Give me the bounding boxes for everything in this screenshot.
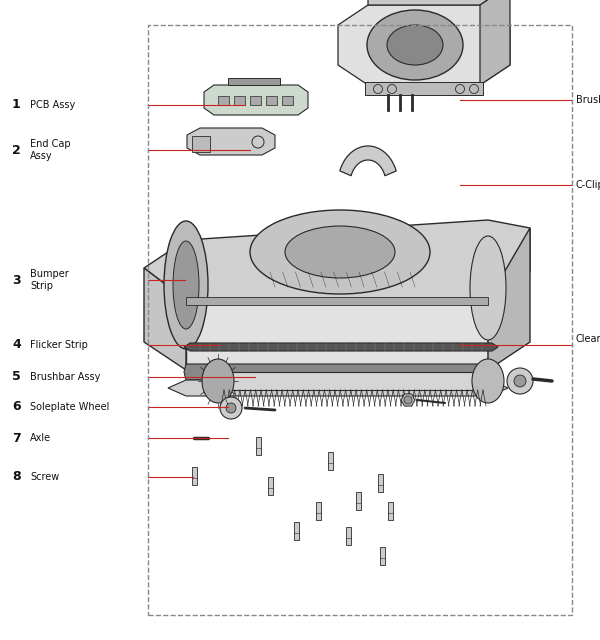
- Text: Flicker Strip: Flicker Strip: [30, 340, 88, 350]
- Ellipse shape: [202, 359, 234, 403]
- Ellipse shape: [285, 226, 395, 278]
- Text: 1: 1: [12, 99, 21, 111]
- Polygon shape: [480, 0, 510, 85]
- Bar: [377, 474, 383, 492]
- Bar: [388, 502, 392, 520]
- Bar: [328, 452, 332, 470]
- Text: Soleplate Wheel: Soleplate Wheel: [30, 402, 109, 412]
- Polygon shape: [338, 5, 510, 85]
- Bar: [266, 96, 277, 105]
- Circle shape: [220, 397, 242, 419]
- Text: Screw: Screw: [30, 472, 59, 482]
- Bar: [268, 477, 272, 495]
- Bar: [191, 467, 197, 485]
- Polygon shape: [184, 343, 498, 351]
- Text: Bumper
Strip: Bumper Strip: [30, 269, 69, 291]
- Circle shape: [507, 368, 533, 394]
- Polygon shape: [144, 220, 530, 300]
- Text: Cleanerhead
Assy: Cleanerhead Assy: [576, 334, 600, 356]
- Polygon shape: [401, 394, 415, 406]
- Polygon shape: [187, 128, 275, 155]
- Text: End Cap
Assy: End Cap Assy: [30, 139, 71, 161]
- Ellipse shape: [367, 10, 463, 80]
- Text: Axle: Axle: [30, 433, 51, 443]
- Bar: [380, 547, 385, 565]
- Bar: [250, 96, 261, 105]
- Bar: [148, 25, 572, 615]
- Text: 7: 7: [12, 431, 21, 445]
- Ellipse shape: [173, 241, 199, 329]
- Bar: [316, 502, 320, 520]
- Polygon shape: [340, 146, 396, 176]
- Ellipse shape: [250, 210, 430, 294]
- Ellipse shape: [387, 25, 443, 65]
- Polygon shape: [144, 268, 186, 370]
- Polygon shape: [184, 364, 490, 380]
- Bar: [293, 522, 299, 540]
- Ellipse shape: [164, 221, 208, 349]
- Text: PCB Assy: PCB Assy: [30, 100, 75, 110]
- Polygon shape: [488, 228, 530, 370]
- Bar: [186, 297, 488, 305]
- Polygon shape: [218, 372, 488, 390]
- Bar: [234, 96, 245, 105]
- Bar: [192, 136, 210, 152]
- Circle shape: [514, 375, 526, 387]
- Polygon shape: [368, 0, 510, 5]
- Bar: [282, 96, 293, 105]
- Text: 3: 3: [12, 273, 20, 287]
- Bar: [365, 82, 483, 95]
- Polygon shape: [168, 380, 508, 396]
- Polygon shape: [186, 300, 488, 370]
- Polygon shape: [228, 78, 280, 85]
- Bar: [256, 437, 260, 455]
- Bar: [346, 527, 350, 545]
- Ellipse shape: [470, 236, 506, 340]
- Text: Brushbar Assy: Brushbar Assy: [30, 372, 100, 382]
- Text: 6: 6: [12, 401, 20, 413]
- Text: 8: 8: [12, 470, 20, 483]
- Bar: [355, 492, 361, 510]
- Text: 4: 4: [12, 339, 21, 351]
- Polygon shape: [204, 85, 308, 115]
- Text: C-Clip: C-Clip: [576, 180, 600, 190]
- Text: 5: 5: [12, 371, 21, 383]
- Circle shape: [226, 403, 236, 413]
- Circle shape: [404, 396, 412, 404]
- Ellipse shape: [472, 359, 504, 403]
- Bar: [218, 96, 229, 105]
- Text: Brushbar Motor Assy: Brushbar Motor Assy: [576, 95, 600, 105]
- Text: 2: 2: [12, 143, 21, 157]
